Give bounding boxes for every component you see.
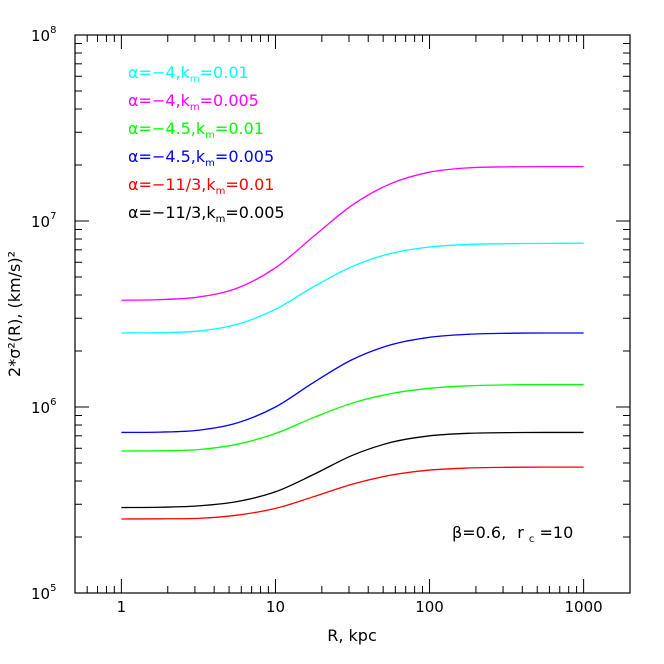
- legend: α=−4,km=0.01 α=−4,km=0.005 α=−4.5,km=0.01 α…: [128, 63, 285, 225]
- legend-entry-1: α=−4,km=0.01: [128, 63, 249, 85]
- y-tick-exponent: 7: [50, 211, 56, 222]
- series-line-3: [121, 383, 584, 452]
- y-tick-base: 10: [31, 585, 50, 603]
- parameter-annotation: β=0.6, r c =10: [452, 523, 573, 546]
- beta-value: β=0.6,: [452, 523, 506, 542]
- axis-ticks: [74, 34, 631, 594]
- y-tick-exponent: 5: [50, 583, 56, 594]
- series-line-1: [121, 242, 584, 334]
- y-axis-title: 2*σ²(R), (km/s)²: [5, 251, 24, 377]
- plot-frame: [74, 34, 631, 594]
- x-tick-label: 1000: [565, 598, 603, 616]
- y-tick-base: 10: [31, 213, 50, 231]
- y-tick-exponent: 8: [50, 25, 56, 36]
- series-line-6: [121, 431, 584, 509]
- r-value: =10: [540, 523, 574, 542]
- series-line-5: [121, 466, 584, 520]
- y-tick-base: 10: [31, 399, 50, 417]
- y-tick-base: 10: [31, 27, 50, 45]
- legend-entry-2: α=−4,km=0.005: [128, 91, 259, 113]
- x-tick-label: 10: [266, 598, 285, 616]
- x-tick-label: 1: [117, 598, 127, 616]
- x-tick-label: 100: [415, 598, 444, 616]
- legend-entry-4: α=−4.5,km=0.005: [128, 147, 274, 169]
- x-axis-title: R, kpc: [327, 626, 377, 645]
- x-tick-labels: 1 10 100 1000: [117, 598, 603, 616]
- series-line-2: [121, 165, 584, 301]
- y-tick-label: 108: [31, 25, 56, 45]
- y-tick-exponent: 6: [50, 397, 56, 408]
- y-tick-label: 107: [31, 211, 56, 231]
- legend-entry-3: α=−4.5,km=0.01: [128, 119, 264, 141]
- r-symbol: r: [517, 523, 524, 542]
- y-tick-label: 105: [31, 583, 56, 603]
- series-line-4: [121, 332, 584, 434]
- series-lines: [121, 165, 584, 520]
- legend-entry-5: α=−11/3,km=0.01: [128, 175, 274, 197]
- y-tick-label: 106: [31, 397, 56, 417]
- legend-entry-6: α=−11/3,km=0.005: [128, 203, 285, 225]
- r-subscript: c: [529, 534, 535, 545]
